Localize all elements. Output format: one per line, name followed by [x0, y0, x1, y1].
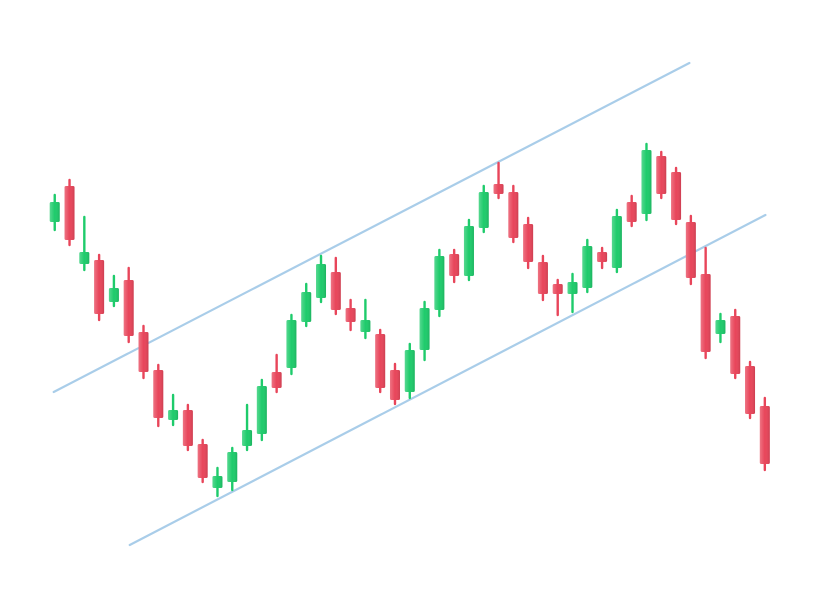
candle-shade	[626, 202, 637, 222]
candle-shade	[537, 262, 548, 294]
candle-shade	[523, 224, 534, 262]
candle-shade	[345, 308, 356, 322]
candle-shade	[123, 280, 134, 336]
candle-shade	[685, 222, 696, 278]
candle-shade	[597, 252, 608, 262]
candle-shade	[552, 284, 563, 294]
candle-shade	[212, 476, 223, 488]
candle-shade	[434, 256, 445, 310]
candle-shade	[197, 444, 208, 478]
candle-shade	[389, 370, 400, 400]
candle-shade	[582, 246, 593, 288]
candle-shade	[463, 226, 474, 276]
candle-shade	[375, 334, 386, 388]
candle-shade	[153, 370, 164, 418]
candle-shade	[493, 184, 504, 194]
candle-shade	[360, 320, 371, 332]
candle-shade	[656, 156, 667, 194]
candle-shade	[108, 288, 119, 302]
candle-shade	[138, 332, 149, 372]
candle-shade	[404, 350, 415, 392]
trend-line	[128, 213, 767, 547]
candle-shade	[256, 386, 267, 434]
candle-shade	[271, 372, 282, 388]
candle-shade	[700, 274, 711, 352]
candle-shade	[715, 320, 726, 334]
candle-shade	[168, 410, 179, 420]
candle-shade	[641, 150, 652, 214]
candle-shade	[419, 308, 430, 350]
candle-shade	[745, 366, 756, 414]
candle-shade	[611, 216, 622, 268]
candle-shade	[94, 260, 105, 314]
candle-shade	[730, 316, 741, 374]
candle-shade	[316, 264, 327, 298]
candle-shade	[79, 252, 90, 264]
candle-shade	[286, 320, 297, 368]
candle-shade	[242, 430, 253, 446]
candle-shade	[478, 192, 489, 228]
candle-shade	[64, 186, 75, 240]
candle-shade	[567, 282, 578, 294]
candle-shade	[759, 406, 770, 464]
candle-shade	[671, 172, 682, 220]
candle-shade	[227, 452, 238, 482]
candle-shade	[449, 254, 460, 276]
trend-line	[52, 61, 691, 394]
candle-shade	[182, 410, 193, 446]
candle-shade	[330, 272, 341, 310]
candle-shade	[49, 202, 60, 222]
candle-shade	[508, 192, 519, 238]
candle-shade	[301, 292, 312, 322]
